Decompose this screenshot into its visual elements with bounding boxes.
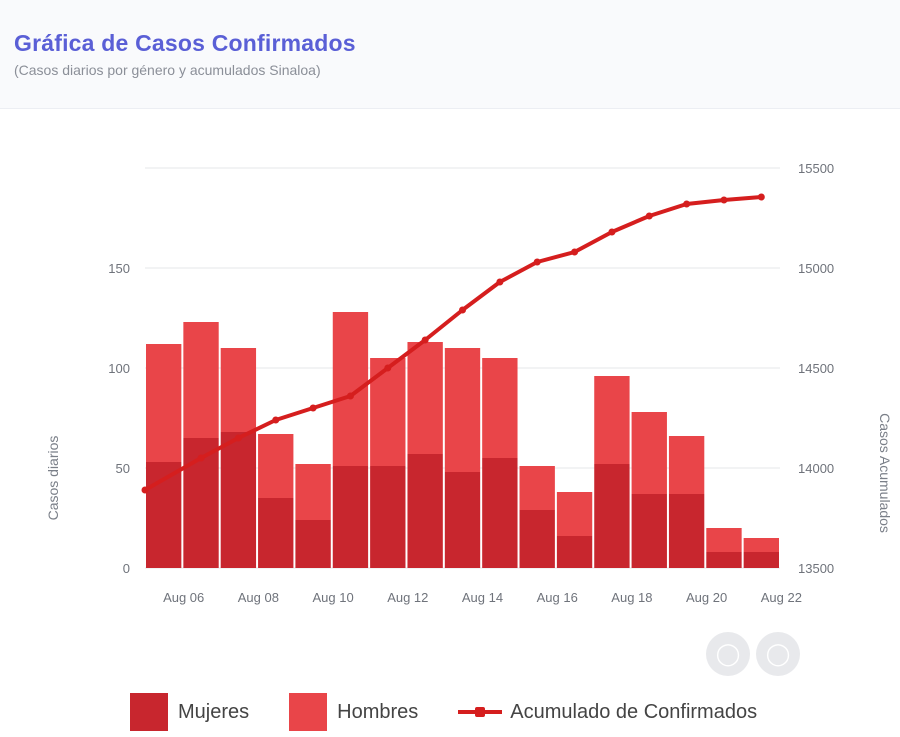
x-ticks: Aug 06 Aug 08 Aug 10 Aug 12 Aug 14 Aug 16 Aug … <box>163 590 802 605</box>
bar-mujeres[interactable] <box>743 552 779 568</box>
legend-item-hombres[interactable]: Hombres <box>289 693 418 731</box>
bar-mujeres[interactable] <box>295 520 331 568</box>
legend-label-hombres: Hombres <box>337 700 419 723</box>
x-tick-label: Aug 18 <box>611 590 652 605</box>
x-tick-label: Aug 14 <box>462 590 503 605</box>
x-tick-label: Aug 12 <box>387 590 428 605</box>
accumulated-point[interactable] <box>141 486 149 494</box>
chart-area: 0 50 100 150 13500 14000 14500 15000 15500 Aug … <box>45 161 893 605</box>
accumulated-point[interactable] <box>608 228 616 236</box>
legend-label-mujeres: Mujeres <box>178 700 250 723</box>
bar-hombres[interactable] <box>183 322 219 438</box>
x-tick-label: Aug 16 <box>537 590 578 605</box>
bar-mujeres[interactable] <box>332 466 369 568</box>
bar-hombres[interactable] <box>444 348 481 472</box>
bar-mujeres[interactable] <box>556 536 593 568</box>
bar-hombres[interactable] <box>668 436 705 494</box>
y-tick-label: 0 <box>123 561 130 576</box>
x-tick-label: Aug 08 <box>238 590 279 605</box>
accumulated-point[interactable] <box>272 416 280 424</box>
legend-item-acumulado[interactable]: Acumulado de Confirmados <box>458 693 757 731</box>
chart-title: Gráfica de Casos Confirmados <box>14 30 356 56</box>
accumulated-point[interactable] <box>384 364 392 372</box>
x-tick-label: Aug 22 <box>761 590 802 605</box>
bar-hombres[interactable] <box>482 358 518 458</box>
legend-item-mujeres[interactable]: Mujeres <box>130 693 249 731</box>
bar-hombres[interactable] <box>146 344 182 462</box>
right-y-ticks: 13500 14000 14500 15000 15500 <box>798 161 834 576</box>
accumulated-line <box>141 193 765 494</box>
y2-tick-label: 14500 <box>798 361 834 376</box>
legend-label-acumulado: Acumulado de Confirmados <box>510 700 758 723</box>
y2-tick-label: 15000 <box>798 261 834 276</box>
accumulated-point[interactable] <box>757 193 765 201</box>
x-tick-label: Aug 20 <box>686 590 727 605</box>
bar-mujeres[interactable] <box>370 466 406 568</box>
accumulated-point[interactable] <box>571 248 579 256</box>
accumulated-point[interactable] <box>496 278 504 286</box>
accumulated-point[interactable] <box>720 196 728 204</box>
bar-hombres[interactable] <box>407 342 443 454</box>
bar-hombres[interactable] <box>220 348 257 432</box>
bar-mujeres[interactable] <box>631 494 667 568</box>
acumulado-swatch <box>458 693 503 731</box>
mujeres-swatch <box>130 693 168 731</box>
hombres-swatch <box>289 693 328 731</box>
bar-hombres[interactable] <box>519 466 555 510</box>
x-tick-label: Aug 06 <box>163 590 204 605</box>
y-tick-label: 100 <box>108 361 130 376</box>
zoom-in-icon[interactable]: ◯ <box>756 632 800 676</box>
y-tick-label: 150 <box>108 261 130 276</box>
y2-tick-label: 15500 <box>798 161 834 176</box>
zoom-out-icon[interactable]: ◯ <box>706 632 750 676</box>
accumulated-point[interactable] <box>459 306 466 314</box>
bar-mujeres[interactable] <box>407 454 443 568</box>
chart-subtitle: (Casos diarios por género y acumulados S… <box>14 62 321 78</box>
right-axis-label: Casos Acumulados <box>877 413 893 533</box>
accumulated-point[interactable] <box>421 336 429 344</box>
bar-mujeres[interactable] <box>482 458 518 568</box>
bar-mujeres[interactable] <box>668 494 705 568</box>
accumulated-point[interactable] <box>683 200 691 208</box>
bar-hombres[interactable] <box>258 434 294 498</box>
y2-tick-label: 13500 <box>798 561 834 576</box>
legend: Mujeres Hombres Acumulado de Confirmados <box>130 690 797 734</box>
bar-hombres[interactable] <box>370 358 406 466</box>
bar-mujeres[interactable] <box>519 510 555 568</box>
accumulated-point[interactable] <box>533 258 541 266</box>
bar-mujeres[interactable] <box>444 472 481 568</box>
y2-tick-label: 14000 <box>798 461 834 476</box>
accumulated-point[interactable] <box>346 392 354 400</box>
bar-hombres[interactable] <box>706 528 742 552</box>
bar-hombres[interactable] <box>594 376 630 464</box>
accumulated-point[interactable] <box>197 454 205 462</box>
bar-hombres[interactable] <box>295 464 331 520</box>
x-tick-label: Aug 10 <box>312 590 353 605</box>
bar-mujeres[interactable] <box>706 552 742 568</box>
accumulated-point[interactable] <box>309 404 317 412</box>
y-tick-label: 50 <box>116 461 130 476</box>
left-axis-label: Casos diarios <box>45 436 61 521</box>
left-y-ticks: 0 50 100 150 <box>108 261 130 576</box>
accumulated-point[interactable] <box>234 434 242 442</box>
bar-hombres[interactable] <box>743 538 779 552</box>
chart-header: Gráfica de Casos Confirmados (Casos diar… <box>0 0 900 109</box>
bar-mujeres[interactable] <box>220 432 257 568</box>
bar-hombres[interactable] <box>631 412 667 494</box>
bar-mujeres[interactable] <box>594 464 630 568</box>
bar-mujeres[interactable] <box>258 498 294 568</box>
bar-hombres[interactable] <box>556 492 593 536</box>
accumulated-point[interactable] <box>645 212 653 220</box>
bars <box>146 312 779 568</box>
